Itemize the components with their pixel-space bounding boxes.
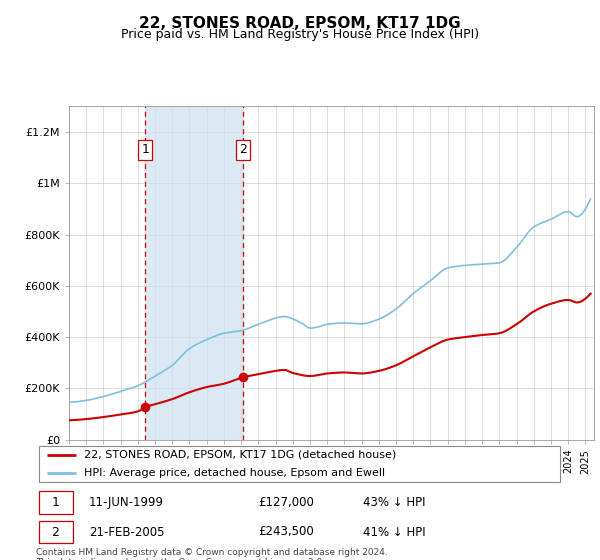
Text: HPI: Average price, detached house, Epsom and Ewell: HPI: Average price, detached house, Epso… — [83, 468, 385, 478]
Text: 2: 2 — [52, 525, 59, 539]
Text: 22, STONES ROAD, EPSOM, KT17 1DG (detached house): 22, STONES ROAD, EPSOM, KT17 1DG (detach… — [83, 450, 396, 460]
FancyBboxPatch shape — [38, 446, 560, 482]
Text: Price paid vs. HM Land Registry's House Price Index (HPI): Price paid vs. HM Land Registry's House … — [121, 28, 479, 41]
Text: £243,500: £243,500 — [258, 525, 314, 539]
Text: 1: 1 — [142, 143, 149, 156]
Text: 2: 2 — [239, 143, 247, 156]
Text: 1: 1 — [52, 496, 59, 509]
Text: 22, STONES ROAD, EPSOM, KT17 1DG: 22, STONES ROAD, EPSOM, KT17 1DG — [139, 16, 461, 31]
Text: Contains HM Land Registry data © Crown copyright and database right 2024.
This d: Contains HM Land Registry data © Crown c… — [36, 548, 388, 560]
Text: 21-FEB-2005: 21-FEB-2005 — [89, 525, 164, 539]
FancyBboxPatch shape — [38, 521, 73, 543]
Text: £127,000: £127,000 — [258, 496, 314, 509]
Text: 41% ↓ HPI: 41% ↓ HPI — [364, 525, 426, 539]
Text: 11-JUN-1999: 11-JUN-1999 — [89, 496, 164, 509]
FancyBboxPatch shape — [38, 491, 73, 514]
Bar — [145, 106, 244, 440]
Text: 43% ↓ HPI: 43% ↓ HPI — [364, 496, 426, 509]
